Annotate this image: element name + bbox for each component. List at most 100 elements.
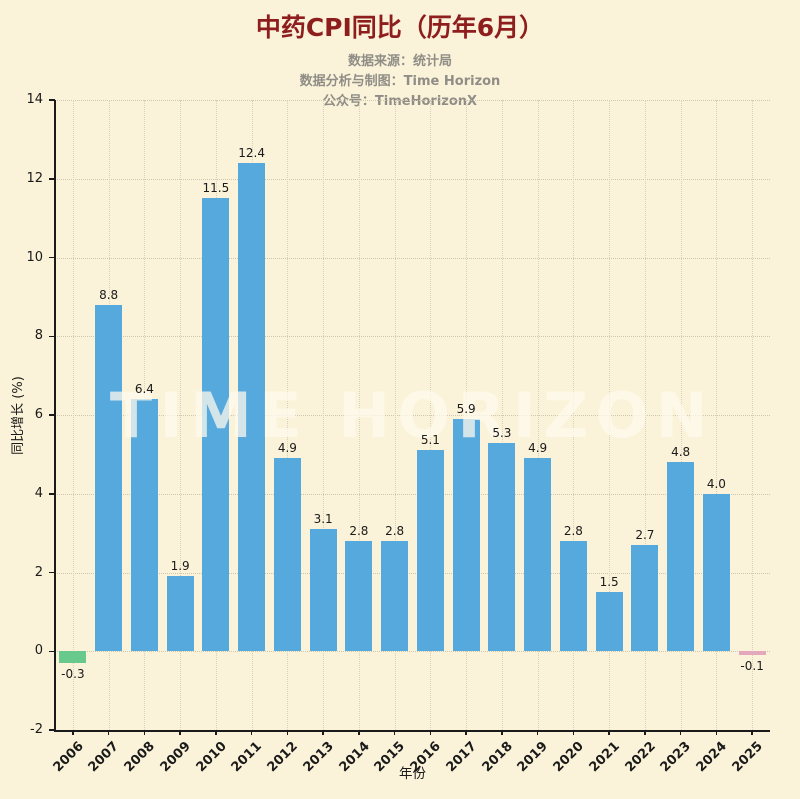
bar-value-label: 4.0 (706, 476, 726, 491)
bar (631, 544, 659, 652)
x-tick (465, 730, 467, 735)
bar-value-label: 4.8 (671, 445, 691, 460)
bar (416, 450, 444, 652)
subtitle-analysis: 数据分析与制图：Time Horizon (299, 74, 501, 90)
y-tick (49, 178, 55, 180)
bar (559, 541, 587, 652)
h-gridline (55, 336, 770, 338)
v-gridline (466, 100, 468, 730)
bar-value-label: 1.5 (599, 575, 619, 590)
bar-value-label: 5.9 (456, 401, 476, 416)
x-tick (536, 730, 539, 735)
y-tick-label: 12 (26, 170, 43, 186)
bar (238, 163, 266, 652)
bar (130, 399, 158, 652)
x-tick (679, 730, 682, 735)
x-tick (143, 730, 146, 735)
y-tick (49, 99, 55, 101)
h-gridline (55, 415, 770, 416)
x-tick (250, 730, 253, 735)
y-tick-label: 2 (34, 564, 43, 580)
bar (667, 462, 695, 652)
y-axis-line (54, 100, 56, 731)
v-gridline (609, 100, 611, 730)
bar-value-label: 11.5 (202, 181, 230, 196)
subtitle-source: 数据来源：统计局 (347, 54, 452, 69)
x-tick (286, 730, 289, 735)
y-tick (49, 650, 55, 652)
x-axis-label: 年份 (399, 766, 426, 782)
x-tick (501, 730, 503, 735)
bar (738, 651, 766, 656)
v-gridline (430, 100, 432, 730)
bar (381, 541, 409, 652)
x-tick (358, 730, 360, 735)
bar-value-label: 8.8 (99, 287, 119, 302)
h-gridline (55, 257, 770, 259)
bar-value-label: 4.9 (528, 441, 548, 456)
x-tick (72, 730, 74, 735)
y-tick (49, 335, 55, 337)
bar (59, 651, 87, 664)
bar (273, 458, 301, 652)
v-gridline (680, 100, 682, 730)
v-gridline (716, 100, 718, 730)
bar (345, 541, 373, 652)
x-tick (322, 730, 324, 735)
h-gridline (55, 178, 770, 180)
x-tick (393, 730, 396, 735)
bar (524, 458, 552, 652)
bar-value-label: 5.1 (420, 433, 440, 448)
v-gridline (323, 100, 325, 730)
bar-value-label: 4.9 (277, 441, 297, 456)
v-gridline (752, 100, 754, 730)
x-axis-line (54, 730, 770, 732)
y-tick-label: 8 (34, 328, 43, 344)
y-tick (49, 571, 55, 574)
h-gridline (55, 572, 770, 574)
h-gridline (55, 493, 770, 495)
bar-value-label: 2.8 (349, 524, 369, 538)
v-gridline (180, 100, 182, 730)
x-tick (107, 730, 110, 735)
x-tick (644, 730, 646, 735)
x-tick (608, 730, 610, 735)
bar-value-label: 6.4 (134, 382, 154, 397)
x-tick (751, 730, 753, 735)
x-tick (215, 730, 217, 735)
y-tick (49, 414, 55, 416)
bar-value-label: 2.8 (385, 524, 405, 538)
bar-value-label: 5.3 (492, 425, 512, 440)
v-gridline (573, 100, 575, 730)
h-gridline (55, 100, 770, 101)
y-tick-label: 0 (34, 643, 43, 659)
x-tick (429, 730, 432, 735)
y-tick-label: 14 (26, 92, 43, 107)
y-tick-label: 4 (34, 485, 43, 501)
v-gridline (501, 100, 503, 730)
bar (702, 493, 730, 652)
bar (452, 418, 480, 652)
x-tick (179, 730, 181, 735)
bar (595, 592, 623, 652)
y-tick-label: 10 (26, 249, 43, 265)
bar-value-label: 2.8 (563, 524, 583, 538)
bar (95, 304, 123, 652)
y-tick-label: -2 (30, 722, 43, 737)
bar-value-label: 2.7 (635, 527, 655, 542)
y-tick (49, 493, 55, 495)
bar-value-label: 12.4 (238, 146, 265, 160)
v-gridline (72, 100, 74, 730)
bar (166, 576, 194, 652)
v-gridline (358, 100, 360, 730)
h-gridline (55, 651, 770, 653)
subtitle-account: 公众号：TimeHorizonX (322, 94, 478, 110)
y-tick (49, 256, 55, 259)
x-tick (572, 730, 575, 735)
v-gridline (287, 100, 289, 730)
bar-value-label: 3.1 (313, 512, 333, 527)
x-tick (715, 730, 718, 735)
y-tick (49, 729, 55, 731)
bar (202, 198, 230, 652)
